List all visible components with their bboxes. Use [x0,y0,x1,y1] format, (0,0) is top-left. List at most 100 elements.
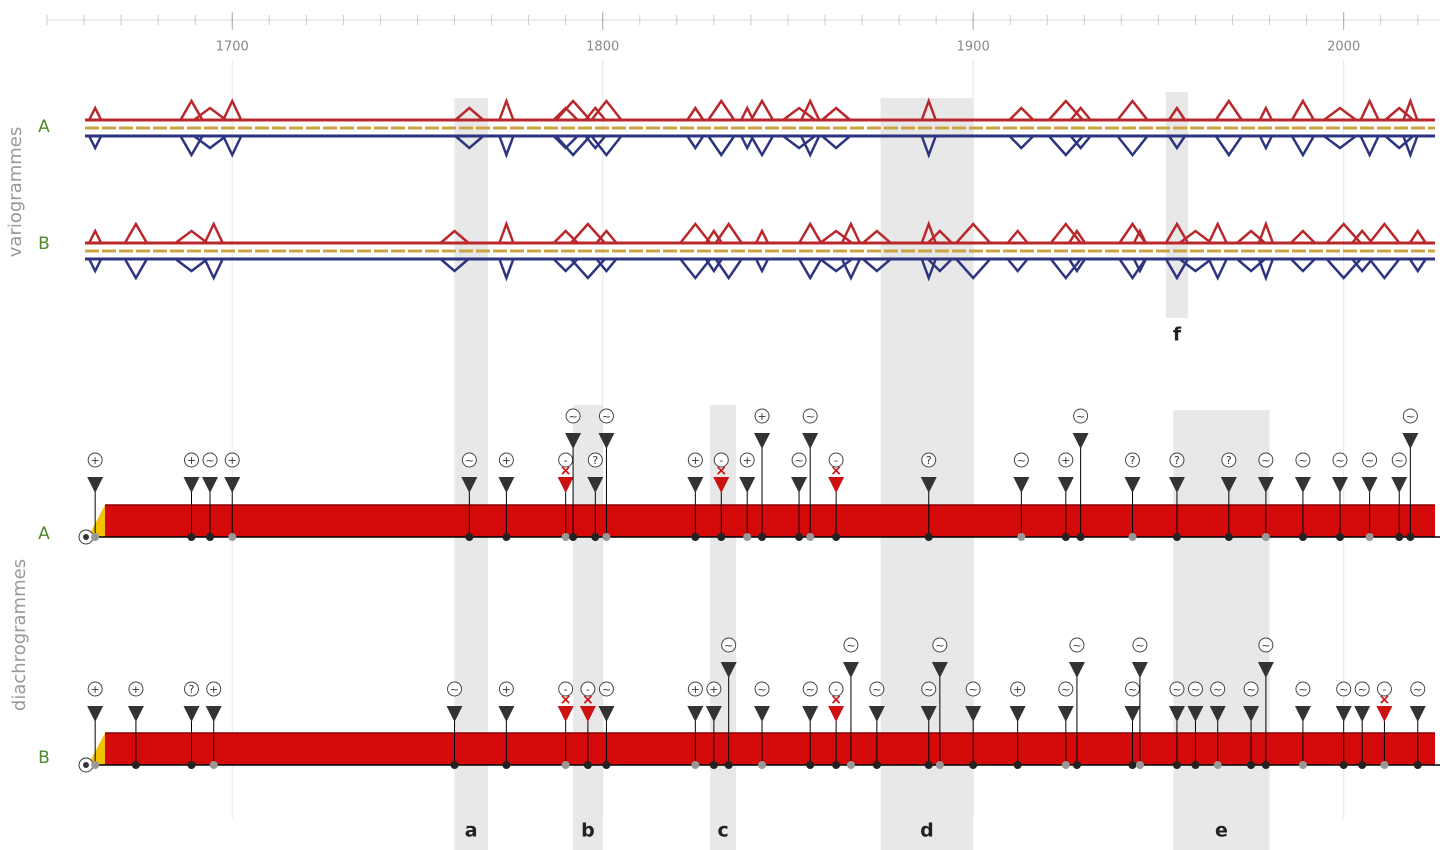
event-symbol: ? [1174,454,1180,467]
variogram-peak [1325,222,1362,244]
event-marker [802,706,819,722]
symbol-circle [1391,452,1407,468]
event-dot [1061,533,1070,541]
symbol-circle [598,408,614,424]
event-dot [1413,761,1422,769]
symbol-circle [183,452,199,468]
event-dot [717,533,726,541]
variogram-peak [1402,135,1419,159]
event-dot [806,761,815,769]
event-dot [465,533,474,541]
event-marker [1209,706,1226,722]
variogram-peak [754,228,770,244]
symbol-circle [1058,452,1074,468]
variogram-peak [686,105,705,121]
event-marker [202,477,219,493]
event-symbol: ~ [1061,683,1070,696]
symbol-circle [1169,452,1185,468]
variogram-peak [798,221,823,244]
variogram-peak [1008,135,1035,150]
event-marker [1335,706,1352,722]
symbol-circle [1336,681,1352,697]
origin [83,762,89,768]
event-symbol: ~ [1128,683,1137,696]
variogram-peak [1118,258,1147,281]
variogram-peak [926,258,953,273]
variogram-peak [584,135,607,150]
event-marker [557,706,574,722]
variogram-peak [88,258,103,274]
variogram-peak [498,220,515,244]
event-marker [1009,706,1026,722]
tick-label: 1800 [586,40,619,55]
variogram-peak [1368,258,1401,281]
event-dot [1128,533,1137,541]
event-marker [1391,477,1408,493]
event-dot [724,761,733,769]
event-marker [183,477,200,493]
variogram-peak [1116,135,1149,158]
variogram-peak [179,135,204,158]
event-dot [832,533,841,541]
event-marker [87,706,104,722]
variogram-peak [555,99,592,121]
symbol-circle [224,452,240,468]
event-marker [1013,477,1030,493]
event-marker [224,477,241,493]
variogram-peak [800,135,821,158]
band-label: b [581,820,595,842]
variogram-peak [498,135,515,159]
event-symbol: - [1382,683,1386,696]
variogram-peak [1359,135,1380,158]
event-marker [1409,706,1426,722]
symbol-circle [1354,681,1370,697]
event-marker [828,706,845,722]
event-marker [1057,477,1074,493]
diachrogram-body [105,505,1435,537]
variogram-peak [439,229,470,244]
event-symbol: - [564,454,568,467]
event-dot [846,761,855,769]
event-symbol: ~ [1365,454,1374,467]
row-label: A [38,117,50,137]
event-dot [795,533,804,541]
event-symbol: - [834,454,838,467]
variogram-peak [1384,135,1415,150]
symbol-circle [1187,681,1203,697]
variogram-peak [595,229,618,244]
event-marker [965,706,982,722]
event-symbol: + [502,454,511,467]
band-label: e [1215,820,1228,842]
variogram-peak [819,229,853,244]
variogram-peak [840,221,862,244]
event-dot [1298,533,1307,541]
event-symbol: ? [926,454,932,467]
event-dot [602,533,611,541]
event-marker [1376,706,1393,722]
symbol-circle [1132,637,1148,653]
variogram-peak [1408,228,1427,244]
symbol-circle [802,681,818,697]
event-marker [1257,662,1274,678]
variogram-peak [926,229,953,244]
event-symbol: - [719,454,723,467]
removal-mark: × [560,463,572,479]
variogram-peak [754,258,770,274]
variogram-peak [740,135,755,151]
variogram-peak [1258,105,1273,121]
event-dot [872,761,881,769]
event-marker [205,706,222,722]
event-dot [561,761,570,769]
event-dot [1061,761,1070,769]
symbol-circle [87,681,103,697]
event-dot [502,533,511,541]
event-symbol: ~ [872,683,881,696]
event-symbol: ~ [1339,683,1348,696]
event-marker [828,477,845,493]
variogram-peak [569,222,606,244]
variogram-peak [1167,105,1187,121]
variogram-peak [1384,106,1415,121]
origin [83,534,89,540]
event-marker [920,477,937,493]
highlight-band [1173,410,1270,850]
